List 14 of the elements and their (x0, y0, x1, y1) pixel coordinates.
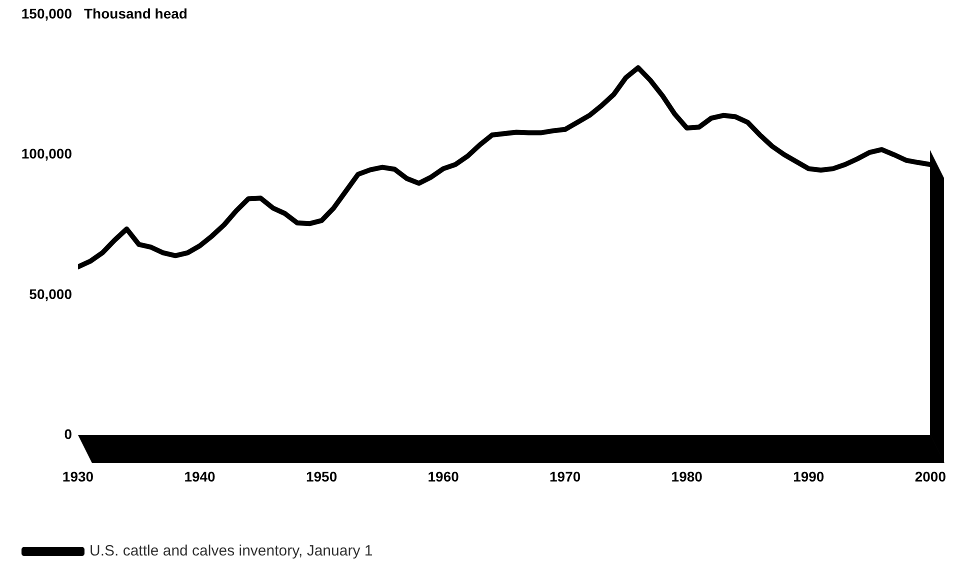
y-tick-label: 150,000 (21, 5, 72, 22)
legend-label: U.S. cattle and calves inventory, January 1 (90, 542, 373, 560)
y-tick-label: 100,000 (21, 146, 72, 162)
y-axis-title: Thousand head (84, 5, 188, 22)
x-tick-label: 1950 (306, 468, 338, 484)
x-tick-label: 1980 (671, 468, 703, 484)
x-tick-label: 1930 (62, 468, 94, 484)
x-tick-label: 2000 (914, 468, 946, 484)
x-tick-label: 1960 (428, 468, 460, 484)
x-tick-label: 1990 (793, 468, 824, 484)
x-tick-label: 1970 (550, 468, 581, 484)
x-tick-label: 1940 (184, 468, 216, 484)
y-tick-label: 0 (64, 426, 72, 442)
y-tick-label: 50,000 (29, 286, 72, 302)
